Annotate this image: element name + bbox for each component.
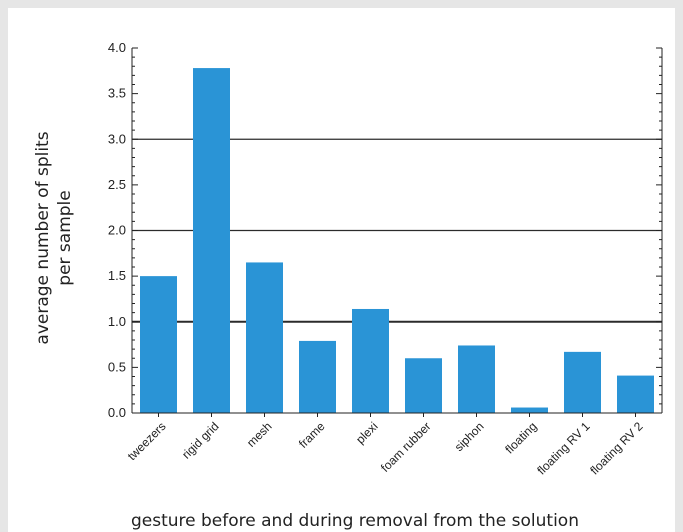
x-tick-label: floating RV 2 [587, 419, 646, 478]
y-tick-label: 2.5 [108, 177, 126, 192]
chart-panel: 0.0 0.5 1.0 1.5 2.0 2.5 3.0 3.5 4.0 tweezers rigi… [8, 8, 675, 532]
bar [140, 276, 177, 413]
y-tick-label: 1.0 [108, 314, 126, 329]
x-tick-label: rigid grid [179, 419, 221, 461]
x-tick-label: mesh [244, 419, 275, 450]
y-tick-label: 2.0 [108, 223, 126, 238]
y-tick-label: 3.5 [108, 86, 126, 101]
bars [140, 68, 654, 413]
y-tick-label: 0.5 [108, 359, 126, 374]
bar [458, 345, 495, 413]
x-axis-title: gesture before and during removal from t… [131, 511, 579, 531]
x-tick-label: foam rubber [378, 419, 434, 475]
bar [564, 351, 601, 413]
x-tick-label: siphon [452, 419, 487, 454]
y-tick-label: 0.0 [108, 405, 126, 420]
y-axis-title-line-1: average number of splits [33, 131, 53, 344]
x-tick-label: plexi [353, 419, 380, 446]
x-tick-label: floating RV 1 [534, 419, 593, 478]
bar-chart: 0.0 0.5 1.0 1.5 2.0 2.5 3.0 3.5 4.0 tweezers rigi… [33, 40, 663, 531]
y-axis-title-line-2: per sample [55, 190, 75, 285]
bar [246, 262, 283, 413]
y-tick-label: 4.0 [108, 40, 126, 55]
y-tick-label: 1.5 [108, 268, 126, 283]
x-tick-label: tweezers [125, 419, 169, 463]
x-tick-label: floating [502, 419, 539, 456]
y-tick-labels: 0.0 0.5 1.0 1.5 2.0 2.5 3.0 3.5 4.0 [108, 40, 126, 420]
bar [352, 308, 389, 413]
bar [511, 407, 548, 413]
bar [405, 358, 442, 413]
bar [193, 68, 230, 413]
x-tick-label: frame [296, 419, 328, 451]
axes [131, 47, 663, 417]
bar [299, 340, 336, 413]
bar [617, 375, 654, 413]
y-tick-label: 3.0 [108, 131, 126, 146]
